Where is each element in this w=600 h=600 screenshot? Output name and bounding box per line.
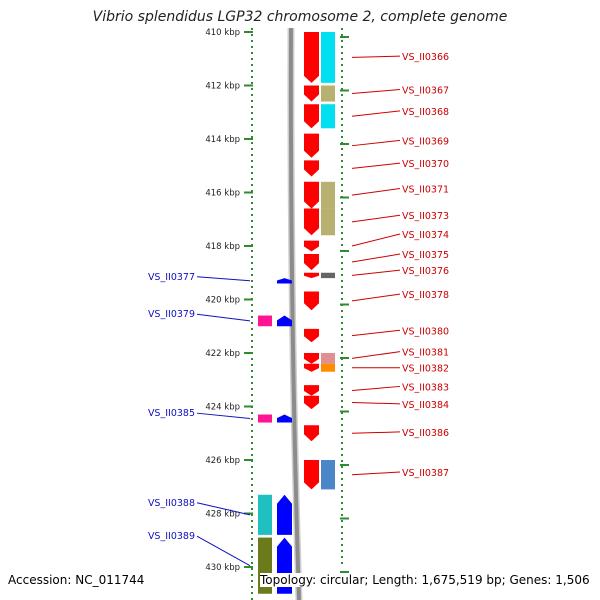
forward-label-leader xyxy=(351,110,401,117)
forward-gene-arrow xyxy=(304,254,319,271)
cog-color-bar xyxy=(321,104,335,129)
reverse-gene-label: VS_II0388 xyxy=(148,498,195,509)
reverse-gene-arrow xyxy=(277,494,292,535)
cog-color-bar xyxy=(321,353,335,364)
cog-color-bar xyxy=(321,363,335,372)
scale-tick-label: 420 kbp xyxy=(205,296,240,306)
forward-gene-arrow xyxy=(304,425,319,442)
forward-gene-arrow xyxy=(304,104,319,129)
forward-gene-arrow xyxy=(304,353,319,364)
scale-tick-label: 428 kbp xyxy=(205,510,240,520)
accession-text: Accession: NC_011744 xyxy=(8,573,145,587)
scale-tick-label: 412 kbp xyxy=(205,82,240,92)
forward-gene-arrow xyxy=(304,291,319,311)
forward-gene-label: VS_II0386 xyxy=(402,428,449,439)
reverse-label-leader xyxy=(196,412,251,420)
forward-label-leader xyxy=(351,187,401,196)
gene-labels: VS_II0366 VS_II0367 VS_II0368 VS_II0369 VS_I… xyxy=(148,52,449,567)
forward-gene-arrow xyxy=(304,272,319,279)
forward-gene-label: VS_II0380 xyxy=(402,326,449,337)
cog-color-bar xyxy=(321,208,335,236)
forward-gene-label: VS_II0371 xyxy=(402,184,449,195)
chromosome-backbone xyxy=(287,27,303,600)
cog-color-bar xyxy=(321,32,335,83)
scale-axis: 410 kbp 412 kbp 414 kbp 416 kbp 418 kbp 420 k… xyxy=(205,28,349,600)
reverse-gene-label: VS_II0385 xyxy=(148,408,195,419)
forward-gene-label: VS_II0375 xyxy=(402,250,449,261)
reverse-label-leader xyxy=(196,313,251,322)
forward-label-leader xyxy=(351,401,401,405)
forward-label-leader xyxy=(351,89,401,95)
forward-gene-label: VS_II0376 xyxy=(402,266,449,277)
scale-tick-label: 424 kbp xyxy=(205,403,240,413)
forward-gene-label: VS_II0384 xyxy=(402,400,449,411)
cog-color-bar xyxy=(321,272,335,279)
forward-label-leader xyxy=(351,385,401,391)
forward-label-leader xyxy=(351,233,401,247)
scale-tick-label: 422 kbp xyxy=(205,349,240,359)
scale-tick-label: 414 kbp xyxy=(205,135,240,145)
reverse-gene-label: VS_II0379 xyxy=(148,309,195,320)
scale-tick-label: 426 kbp xyxy=(205,456,240,466)
scale-tick-label: 416 kbp xyxy=(205,189,240,199)
forward-gene-label: VS_II0373 xyxy=(402,211,449,222)
forward-label-leader xyxy=(351,139,401,147)
backbone-line xyxy=(288,27,301,600)
reverse-gene-label: VS_II0377 xyxy=(148,272,195,283)
forward-label-leader xyxy=(351,431,401,434)
reverse-label-leader xyxy=(196,276,251,282)
forward-label-leader xyxy=(351,351,401,359)
forward-gene-label: VS_II0387 xyxy=(402,468,449,479)
forward-gene-label: VS_II0382 xyxy=(402,364,449,375)
reverse-gene-arrow xyxy=(277,278,292,284)
forward-gene-arrow xyxy=(304,240,319,252)
cog-color-bar xyxy=(258,494,272,535)
forward-gene-arrow xyxy=(304,363,319,372)
reverse-gene-arrow xyxy=(277,315,292,327)
scale-tick-label: 410 kbp xyxy=(205,28,240,38)
forward-gene-arrow xyxy=(304,160,319,177)
genome-summary-text: Topology: circular; Length: 1,675,519 bp… xyxy=(260,573,590,587)
forward-gene-arrow xyxy=(304,328,319,343)
reverse-gene-label: VS_II0389 xyxy=(148,531,195,542)
forward-label-leader xyxy=(351,55,401,58)
forward-gene-label: VS_II0367 xyxy=(402,86,449,97)
reverse-label-leader xyxy=(196,535,251,567)
reverse-gene-arrow xyxy=(277,414,292,423)
forward-gene-label: VS_II0378 xyxy=(402,290,449,301)
forward-label-leader xyxy=(351,162,401,169)
forward-label-leader xyxy=(351,253,401,263)
cog-color-bar xyxy=(258,315,272,327)
cog-color-bar xyxy=(321,85,335,102)
reverse-label-leader xyxy=(196,502,251,516)
forward-gene-label: VS_II0366 xyxy=(402,52,449,63)
cog-color-bar xyxy=(321,460,335,490)
forward-gene-arrow xyxy=(304,208,319,236)
forward-label-leader xyxy=(351,269,401,276)
cog-color-bar xyxy=(258,414,272,423)
forward-gene-label: VS_II0383 xyxy=(402,382,449,393)
forward-gene-label: VS_II0368 xyxy=(402,107,449,118)
forward-label-leader xyxy=(351,214,401,223)
forward-gene-label: VS_II0370 xyxy=(402,159,449,170)
forward-label-leader xyxy=(351,329,401,337)
map-title: Vibrio splendidus LGP32 chromosome 2, co… xyxy=(92,9,508,25)
forward-gene-label: VS_II0369 xyxy=(402,136,449,147)
forward-gene-label: VS_II0374 xyxy=(402,230,449,241)
forward-gene-arrow xyxy=(304,181,319,209)
forward-gene-arrow xyxy=(304,460,319,490)
forward-gene-arrow xyxy=(304,85,319,102)
forward-label-leader xyxy=(351,471,401,476)
forward-gene-arrow xyxy=(304,32,319,83)
forward-gene-arrow xyxy=(304,133,319,158)
forward-label-leader xyxy=(351,293,401,302)
cog-color-bar xyxy=(321,181,335,209)
forward-gene-label: VS_II0381 xyxy=(402,348,449,359)
forward-gene-arrow xyxy=(304,395,319,410)
scale-tick-label: 430 kbp xyxy=(205,563,240,573)
forward-gene-arrow xyxy=(304,385,319,396)
scale-tick-label: 418 kbp xyxy=(205,242,240,252)
